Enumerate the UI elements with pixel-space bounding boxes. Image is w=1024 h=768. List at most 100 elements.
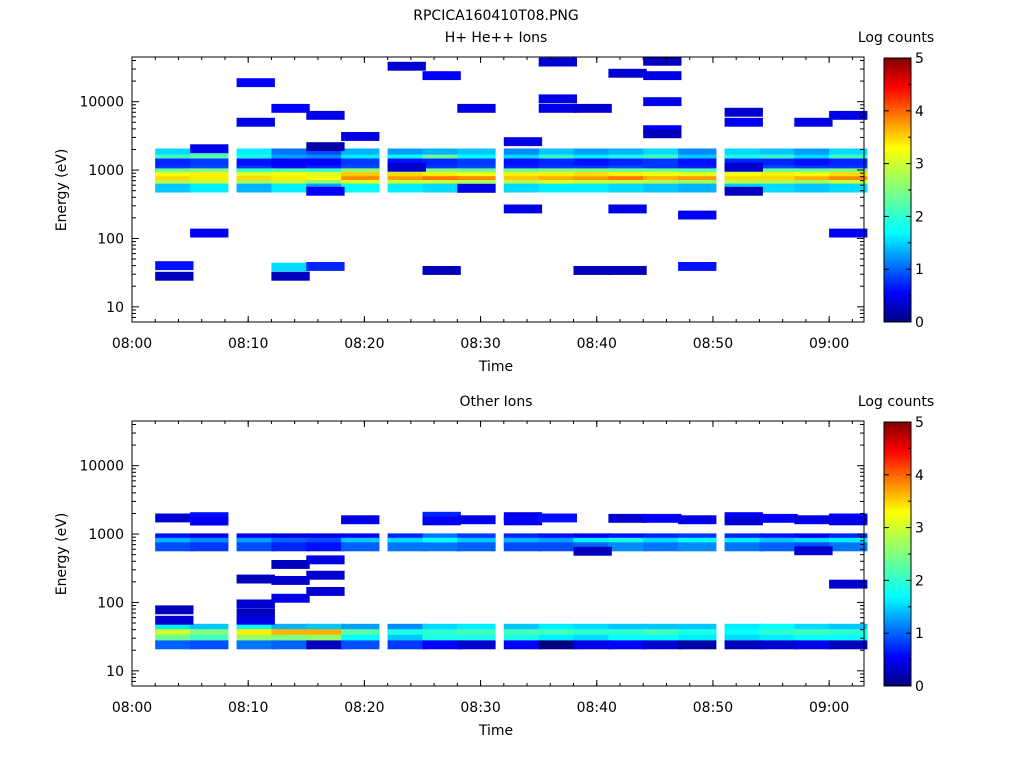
- spectrogram-cell: [759, 148, 798, 158]
- spectrogram-cell: [457, 515, 496, 525]
- spectrogram-cell: [678, 640, 717, 650]
- spectrogram-cell: [341, 537, 380, 547]
- spectrogram-cell: [155, 629, 194, 639]
- spectrogram-cell: [794, 546, 833, 556]
- y-tick-label: 100: [97, 595, 124, 611]
- spectrogram-cell: [457, 148, 496, 158]
- spectrogram-cell: [306, 570, 345, 580]
- spectrogram-cell: [794, 148, 833, 158]
- spectrogram-cell: [538, 623, 577, 633]
- spectrogram-cell: [341, 148, 380, 158]
- spectrogram-cell: [573, 158, 612, 168]
- colorbar-tick-label: 1: [915, 262, 924, 278]
- spectrogram-cell: [724, 623, 763, 633]
- spectrogram-cell: [341, 158, 380, 168]
- spectrogram-cell: [538, 542, 577, 552]
- spectrogram-cell: [190, 183, 229, 193]
- spectrogram-cell: [190, 228, 229, 238]
- spectrogram-cell: [608, 640, 647, 650]
- spectrogram-cell: [573, 623, 612, 633]
- spectrogram-cell: [236, 608, 275, 618]
- spectrogram-cell: [306, 634, 345, 644]
- spectrogram-cell: [794, 640, 833, 650]
- colorbar-label: Log counts: [858, 394, 934, 410]
- spectrogram-cell: [422, 542, 461, 552]
- y-tick-label: 1000: [88, 527, 124, 543]
- spectrogram-cell: [724, 186, 763, 196]
- spectrogram-cell: [190, 542, 229, 552]
- spectrogram-cell: [724, 537, 763, 547]
- spectrogram-cell: [155, 183, 194, 193]
- spectrogram-cell: [155, 542, 194, 552]
- y-axis-label: Energy (eV): [54, 149, 70, 232]
- spectrogram-cell: [608, 183, 647, 193]
- spectrogram-cell: [678, 542, 717, 552]
- spectrogram-cell: [306, 110, 345, 120]
- spectrogram-cell: [236, 599, 275, 609]
- y-tick-label: 10: [106, 664, 124, 680]
- x-tick-label: 09:00: [809, 336, 849, 352]
- spectrogram-cell: [724, 162, 763, 172]
- spectrogram-cell: [538, 57, 577, 67]
- spectrogram-cell: [271, 593, 310, 603]
- spectrogram-cell: [678, 210, 717, 220]
- spectrogram-cell: [794, 629, 833, 639]
- spectrogram-cell: [724, 542, 763, 552]
- spectrogram-cell: [643, 56, 682, 66]
- spectrogram-cell: [271, 158, 310, 168]
- spectrogram-cell: [190, 623, 229, 633]
- spectrogram-cell: [422, 537, 461, 547]
- spectrogram-cell: [829, 640, 868, 650]
- spectrogram-cell: [608, 266, 647, 275]
- spectrogram-cell: [503, 640, 543, 650]
- spectrogram-cell: [306, 158, 345, 168]
- spectrogram-cell: [759, 629, 798, 639]
- spectrogram-cell: [271, 148, 310, 158]
- spectrogram-cell: [387, 542, 426, 552]
- y-tick-label: 10000: [79, 95, 124, 111]
- spectrogram-cell: [829, 623, 868, 633]
- spectrogram-cell: [538, 513, 577, 523]
- spectrogram-cell: [306, 640, 345, 650]
- spectrogram-cell: [643, 158, 682, 168]
- spectrogram-cell: [829, 537, 868, 547]
- plot-frame: [131, 420, 865, 687]
- spectrogram-cell: [573, 629, 612, 639]
- spectrogram-cell: [387, 634, 426, 644]
- spectrogram-cell: [457, 634, 496, 644]
- spectrogram-cell: [190, 537, 229, 547]
- spectrogram-cell: [271, 183, 310, 193]
- spectrogram-cell: [608, 148, 647, 158]
- spectrogram-cell: [643, 513, 682, 523]
- spectrogram-cell: [759, 158, 798, 168]
- y-tick-label: 1000: [88, 163, 124, 179]
- spectrogram-cell: [271, 537, 310, 547]
- spectrogram-cell: [155, 623, 194, 633]
- spectrogram-cell: [643, 71, 682, 81]
- spectrogram-cell: [829, 579, 868, 589]
- spectrogram-cell: [829, 516, 868, 526]
- spectrogram-cell: [341, 629, 380, 639]
- spectrogram-cell: [538, 634, 577, 644]
- spectrogram-cell: [794, 634, 833, 644]
- spectrogram-cell: [190, 144, 229, 154]
- x-tick-label: 08:50: [693, 336, 733, 352]
- spectrogram-cell: [538, 103, 577, 113]
- spectrogram-cell: [155, 605, 194, 615]
- spectrogram-cell: [236, 640, 275, 650]
- spectrogram-cell: [678, 623, 717, 633]
- spectrogram-cell: [236, 623, 275, 633]
- spectrogram-cell: [236, 78, 275, 88]
- colorbar-tick-label: 3: [915, 157, 924, 173]
- spectrogram-cell: [608, 68, 647, 78]
- spectrogram-cell: [503, 158, 543, 168]
- colorbar-tick-label: 5: [915, 51, 924, 67]
- spectrogram-cell: [422, 640, 461, 650]
- spectrogram-cell: [724, 516, 763, 526]
- spectrogram-cell: [503, 623, 543, 633]
- spectrogram-cell: [724, 117, 763, 127]
- colorbar-tick-label: 5: [915, 415, 924, 431]
- spectrogram-cell: [503, 634, 543, 644]
- spectrogram-cell: [236, 148, 275, 158]
- spectrogram-cell: [608, 513, 647, 523]
